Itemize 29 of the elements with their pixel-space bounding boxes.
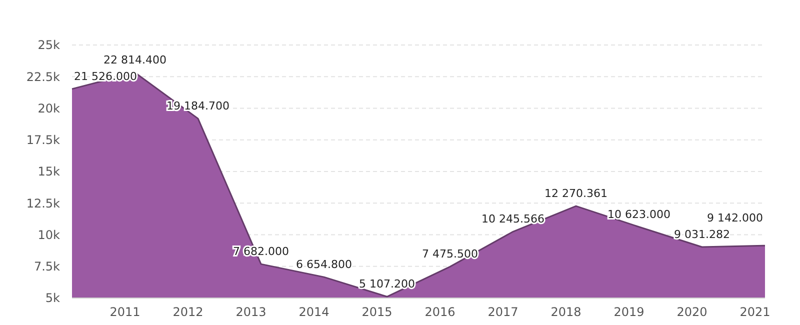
x-tick-label: 2012: [172, 305, 204, 319]
x-tick-label: 2017: [488, 305, 518, 319]
data-label: 12 270.361: [544, 187, 608, 200]
data-label: 22 814.400: [104, 54, 166, 67]
y-tick-label: 25k: [38, 38, 60, 52]
x-tick-label: 2018: [550, 305, 582, 319]
y-tick-label: 22.5k: [26, 70, 60, 84]
y-tick-label: 5k: [45, 291, 60, 306]
data-label: 6 654.800: [296, 258, 352, 272]
y-tick-label: 15k: [38, 164, 60, 179]
y-tick-label: 10k: [38, 228, 60, 242]
data-label: 10 623.000: [608, 208, 670, 221]
data-label: 19 184.700: [166, 100, 230, 113]
y-tick-label: 17.5k: [26, 133, 60, 148]
data-label: 10 245.566: [482, 212, 544, 226]
y-tick-label: 12.5k: [26, 196, 60, 210]
x-tick-label: 2020: [676, 305, 708, 319]
x-tick-label: 2015: [362, 305, 392, 319]
x-tick-label: 2013: [236, 305, 266, 319]
x-tick-label: 2019: [614, 305, 644, 319]
x-tick-label: 2011: [110, 305, 140, 319]
x-tick-label: 2014: [298, 305, 330, 319]
y-tick-label: 20k: [38, 101, 60, 116]
data-label: 9 031.282: [674, 228, 730, 242]
x-tick-label: 2021: [740, 305, 770, 319]
data-label: 5 107.200: [359, 278, 415, 291]
x-tick-label: 2016: [424, 305, 456, 319]
y-tick-label: 7.5k: [34, 260, 60, 274]
data-label: 9 142.000: [707, 212, 763, 225]
